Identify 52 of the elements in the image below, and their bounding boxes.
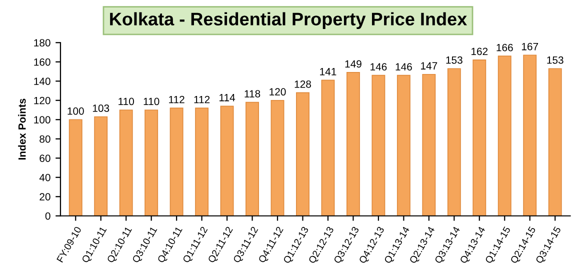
data-label: 128 (294, 80, 311, 88)
y-axis-title: Index Points (18, 98, 26, 160)
data-label: 112 (169, 96, 184, 104)
data-label: 141 (320, 68, 336, 76)
data-label: 114 (220, 94, 236, 102)
bar (195, 108, 209, 216)
bar (472, 60, 486, 216)
data-label: 149 (345, 60, 362, 68)
bar (548, 68, 562, 216)
y-tick-label: 180 (34, 39, 50, 46)
data-label: 147 (421, 62, 438, 70)
data-label: 153 (547, 56, 564, 64)
y-tick-label: 60 (40, 154, 50, 162)
data-label: 100 (68, 107, 84, 115)
y-tick-label: 80 (40, 135, 50, 143)
data-label: 110 (118, 98, 134, 106)
bar (270, 100, 284, 216)
bar (422, 74, 436, 216)
y-tick-label: 20 (40, 193, 50, 200)
data-label: 110 (144, 98, 160, 106)
bar (144, 110, 158, 216)
y-tick-label: 0 (45, 212, 50, 220)
bar (372, 74, 386, 216)
data-label: 103 (92, 104, 110, 112)
chart-title: Kolkata - Residential Property Price Index (110, 12, 467, 30)
data-label: 112 (194, 96, 210, 104)
y-tick-label: 120 (34, 96, 50, 104)
data-label: 162 (471, 48, 488, 56)
bar (246, 102, 259, 216)
data-label: 120 (270, 88, 286, 96)
bar (523, 54, 537, 216)
data-label: 146 (370, 63, 387, 71)
bar (346, 72, 360, 216)
bar (396, 74, 410, 216)
bar (170, 108, 184, 216)
bar (321, 80, 335, 216)
data-label: 118 (244, 90, 260, 98)
y-tick-label: 160 (34, 58, 50, 66)
bar (498, 56, 512, 216)
bar (68, 119, 82, 216)
bar (220, 106, 234, 216)
y-tick-label: 40 (39, 174, 50, 182)
bar (94, 116, 108, 216)
y-tick-label: 100 (34, 116, 50, 124)
y-tick-label: 140 (34, 78, 50, 85)
data-label: 166 (496, 44, 513, 52)
bar (447, 68, 461, 216)
data-label: 153 (446, 56, 462, 64)
bar (119, 110, 133, 216)
bar (296, 92, 310, 216)
data-label: 167 (522, 42, 538, 50)
data-label: 146 (396, 63, 412, 71)
